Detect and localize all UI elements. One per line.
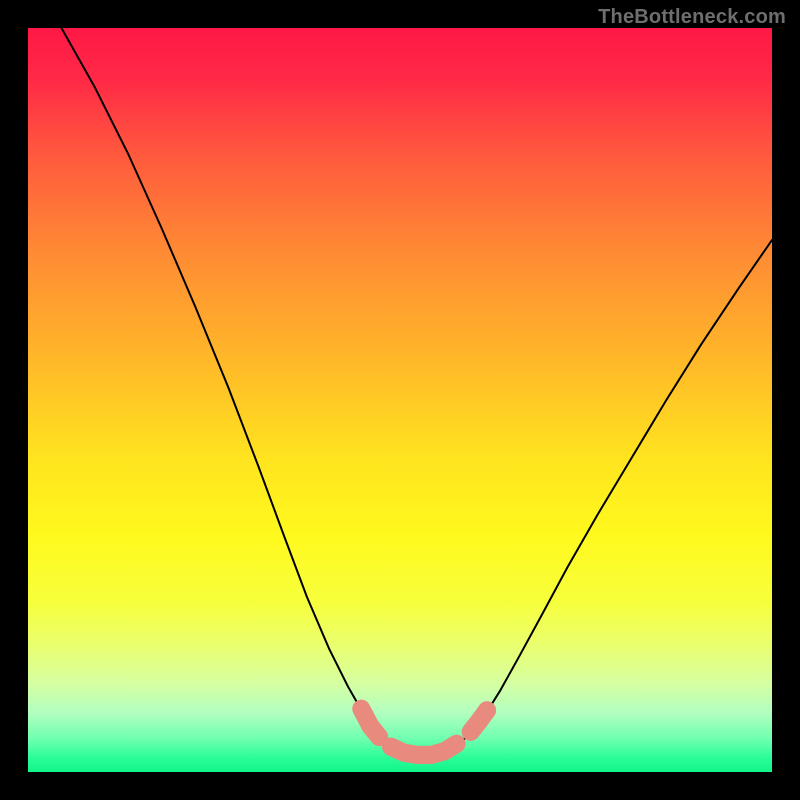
watermark-text: TheBottleneck.com <box>598 6 786 29</box>
chart-plot-area <box>28 28 772 772</box>
chart-svg <box>28 28 772 772</box>
chart-frame: TheBottleneck.com <box>0 0 800 800</box>
chart-background <box>28 28 772 772</box>
